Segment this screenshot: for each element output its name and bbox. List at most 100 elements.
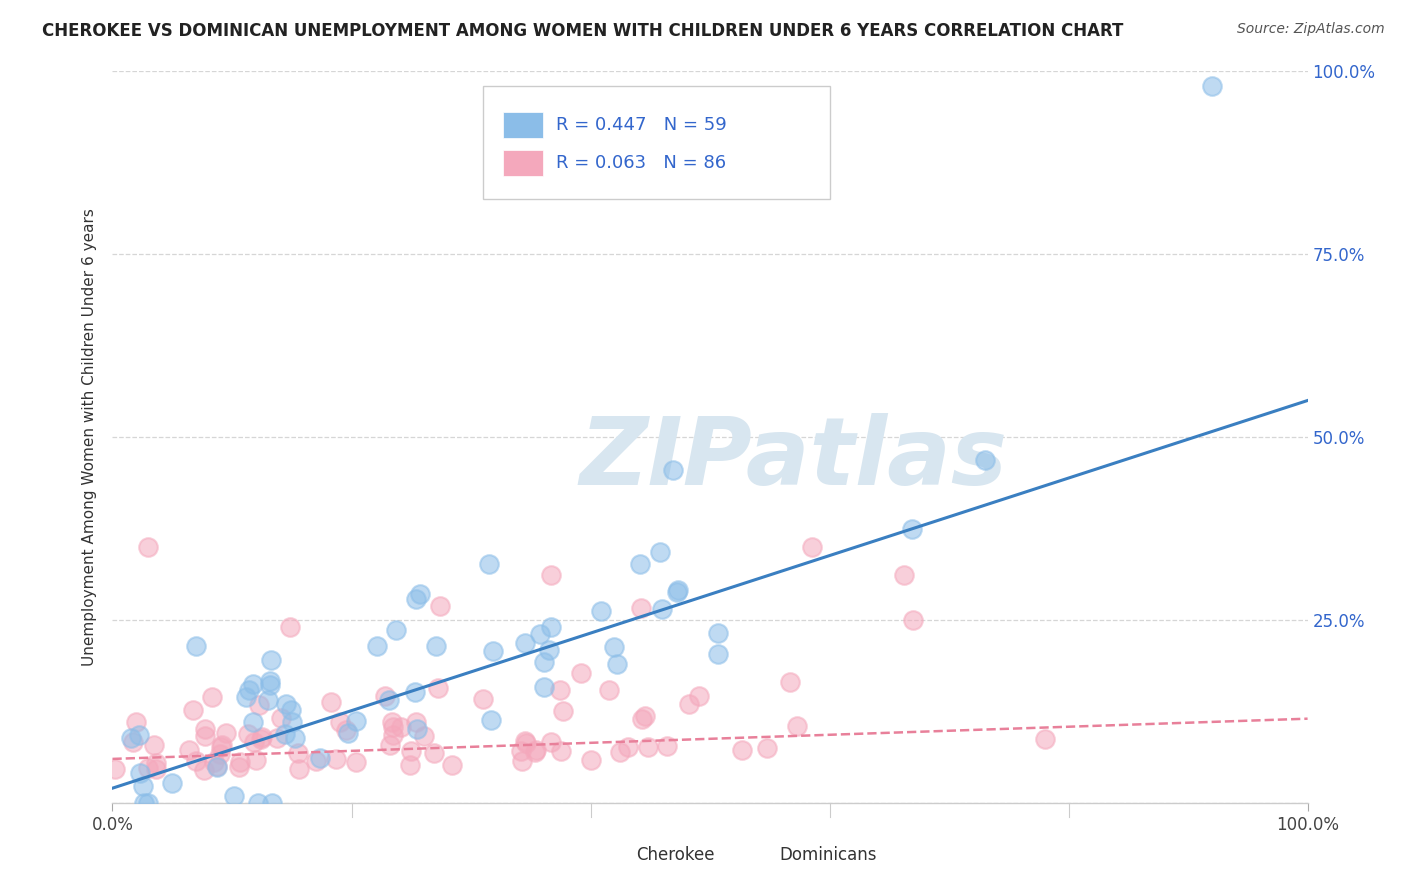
Point	[974, 453, 997, 467]
Point	[319, 695, 342, 709]
Point	[259, 678, 281, 692]
Point	[380, 738, 402, 752]
Point	[250, 730, 273, 744]
Point	[184, 755, 207, 769]
Point	[423, 746, 446, 760]
Point	[194, 729, 217, 743]
Point	[381, 727, 404, 741]
Point	[335, 723, 357, 737]
Point	[270, 711, 292, 725]
Point	[287, 746, 309, 760]
Point	[548, 682, 571, 697]
Point	[278, 620, 301, 634]
Point	[205, 760, 228, 774]
Point	[229, 755, 252, 769]
Point	[399, 758, 422, 772]
Point	[245, 753, 267, 767]
Point	[515, 736, 537, 750]
Point	[551, 704, 574, 718]
Point	[529, 627, 551, 641]
Point	[193, 764, 215, 778]
Point	[250, 732, 273, 747]
Point	[655, 739, 678, 753]
Point	[405, 714, 427, 729]
Point	[678, 697, 700, 711]
Point	[143, 739, 166, 753]
Point	[136, 540, 159, 554]
Point	[538, 642, 561, 657]
Point	[406, 722, 429, 736]
Point	[648, 544, 671, 558]
Point	[515, 636, 537, 650]
FancyBboxPatch shape	[484, 86, 830, 200]
Point	[281, 715, 304, 730]
Point	[145, 756, 167, 771]
Point	[378, 693, 401, 707]
Point	[257, 693, 280, 707]
Point	[533, 680, 555, 694]
Point	[569, 665, 592, 680]
Bar	[744, 842, 773, 869]
Point	[247, 796, 270, 810]
Point	[523, 746, 546, 760]
Point	[104, 762, 127, 776]
Point	[510, 744, 533, 758]
Point	[288, 762, 311, 776]
Point	[124, 714, 146, 729]
Point	[385, 624, 408, 638]
Point	[260, 653, 283, 667]
Point	[579, 753, 602, 767]
Point	[425, 640, 447, 654]
Text: Cherokee: Cherokee	[636, 847, 714, 864]
Point	[441, 757, 464, 772]
Point	[309, 751, 332, 765]
Point	[786, 718, 808, 732]
Point	[304, 754, 326, 768]
Point	[666, 583, 689, 598]
Point	[211, 738, 233, 752]
Point	[136, 796, 159, 810]
Point	[603, 640, 626, 654]
Point	[177, 743, 200, 757]
Point	[429, 599, 451, 614]
Point	[128, 766, 150, 780]
Point	[540, 568, 562, 582]
Point	[513, 733, 536, 747]
Point	[609, 745, 631, 759]
Point	[136, 760, 159, 774]
Point	[325, 752, 347, 766]
Point	[755, 741, 778, 756]
Point	[344, 714, 367, 728]
Point	[893, 567, 915, 582]
Point	[276, 697, 298, 711]
Point	[374, 689, 396, 703]
Point	[381, 715, 404, 730]
Point	[634, 708, 657, 723]
Text: R = 0.447   N = 59: R = 0.447 N = 59	[555, 116, 727, 134]
Point	[337, 725, 360, 739]
Point	[243, 734, 266, 748]
Point	[779, 674, 801, 689]
Bar	[503, 112, 543, 138]
Point	[598, 682, 620, 697]
Point	[346, 756, 368, 770]
Point	[238, 682, 260, 697]
Point	[472, 692, 495, 706]
Point	[399, 744, 422, 758]
Point	[162, 776, 184, 790]
Point	[707, 647, 730, 661]
Point	[128, 728, 150, 742]
Point	[235, 690, 257, 704]
Point	[404, 685, 426, 699]
Point	[1033, 732, 1056, 747]
Point	[800, 540, 823, 554]
Point	[651, 602, 673, 616]
Text: ZIPatlas: ZIPatlas	[579, 413, 1008, 505]
Point	[366, 639, 388, 653]
Point	[236, 727, 259, 741]
Point	[661, 463, 683, 477]
Point	[202, 755, 225, 769]
Point	[329, 715, 352, 730]
Text: Dominicans: Dominicans	[779, 847, 877, 864]
Point	[284, 731, 307, 745]
